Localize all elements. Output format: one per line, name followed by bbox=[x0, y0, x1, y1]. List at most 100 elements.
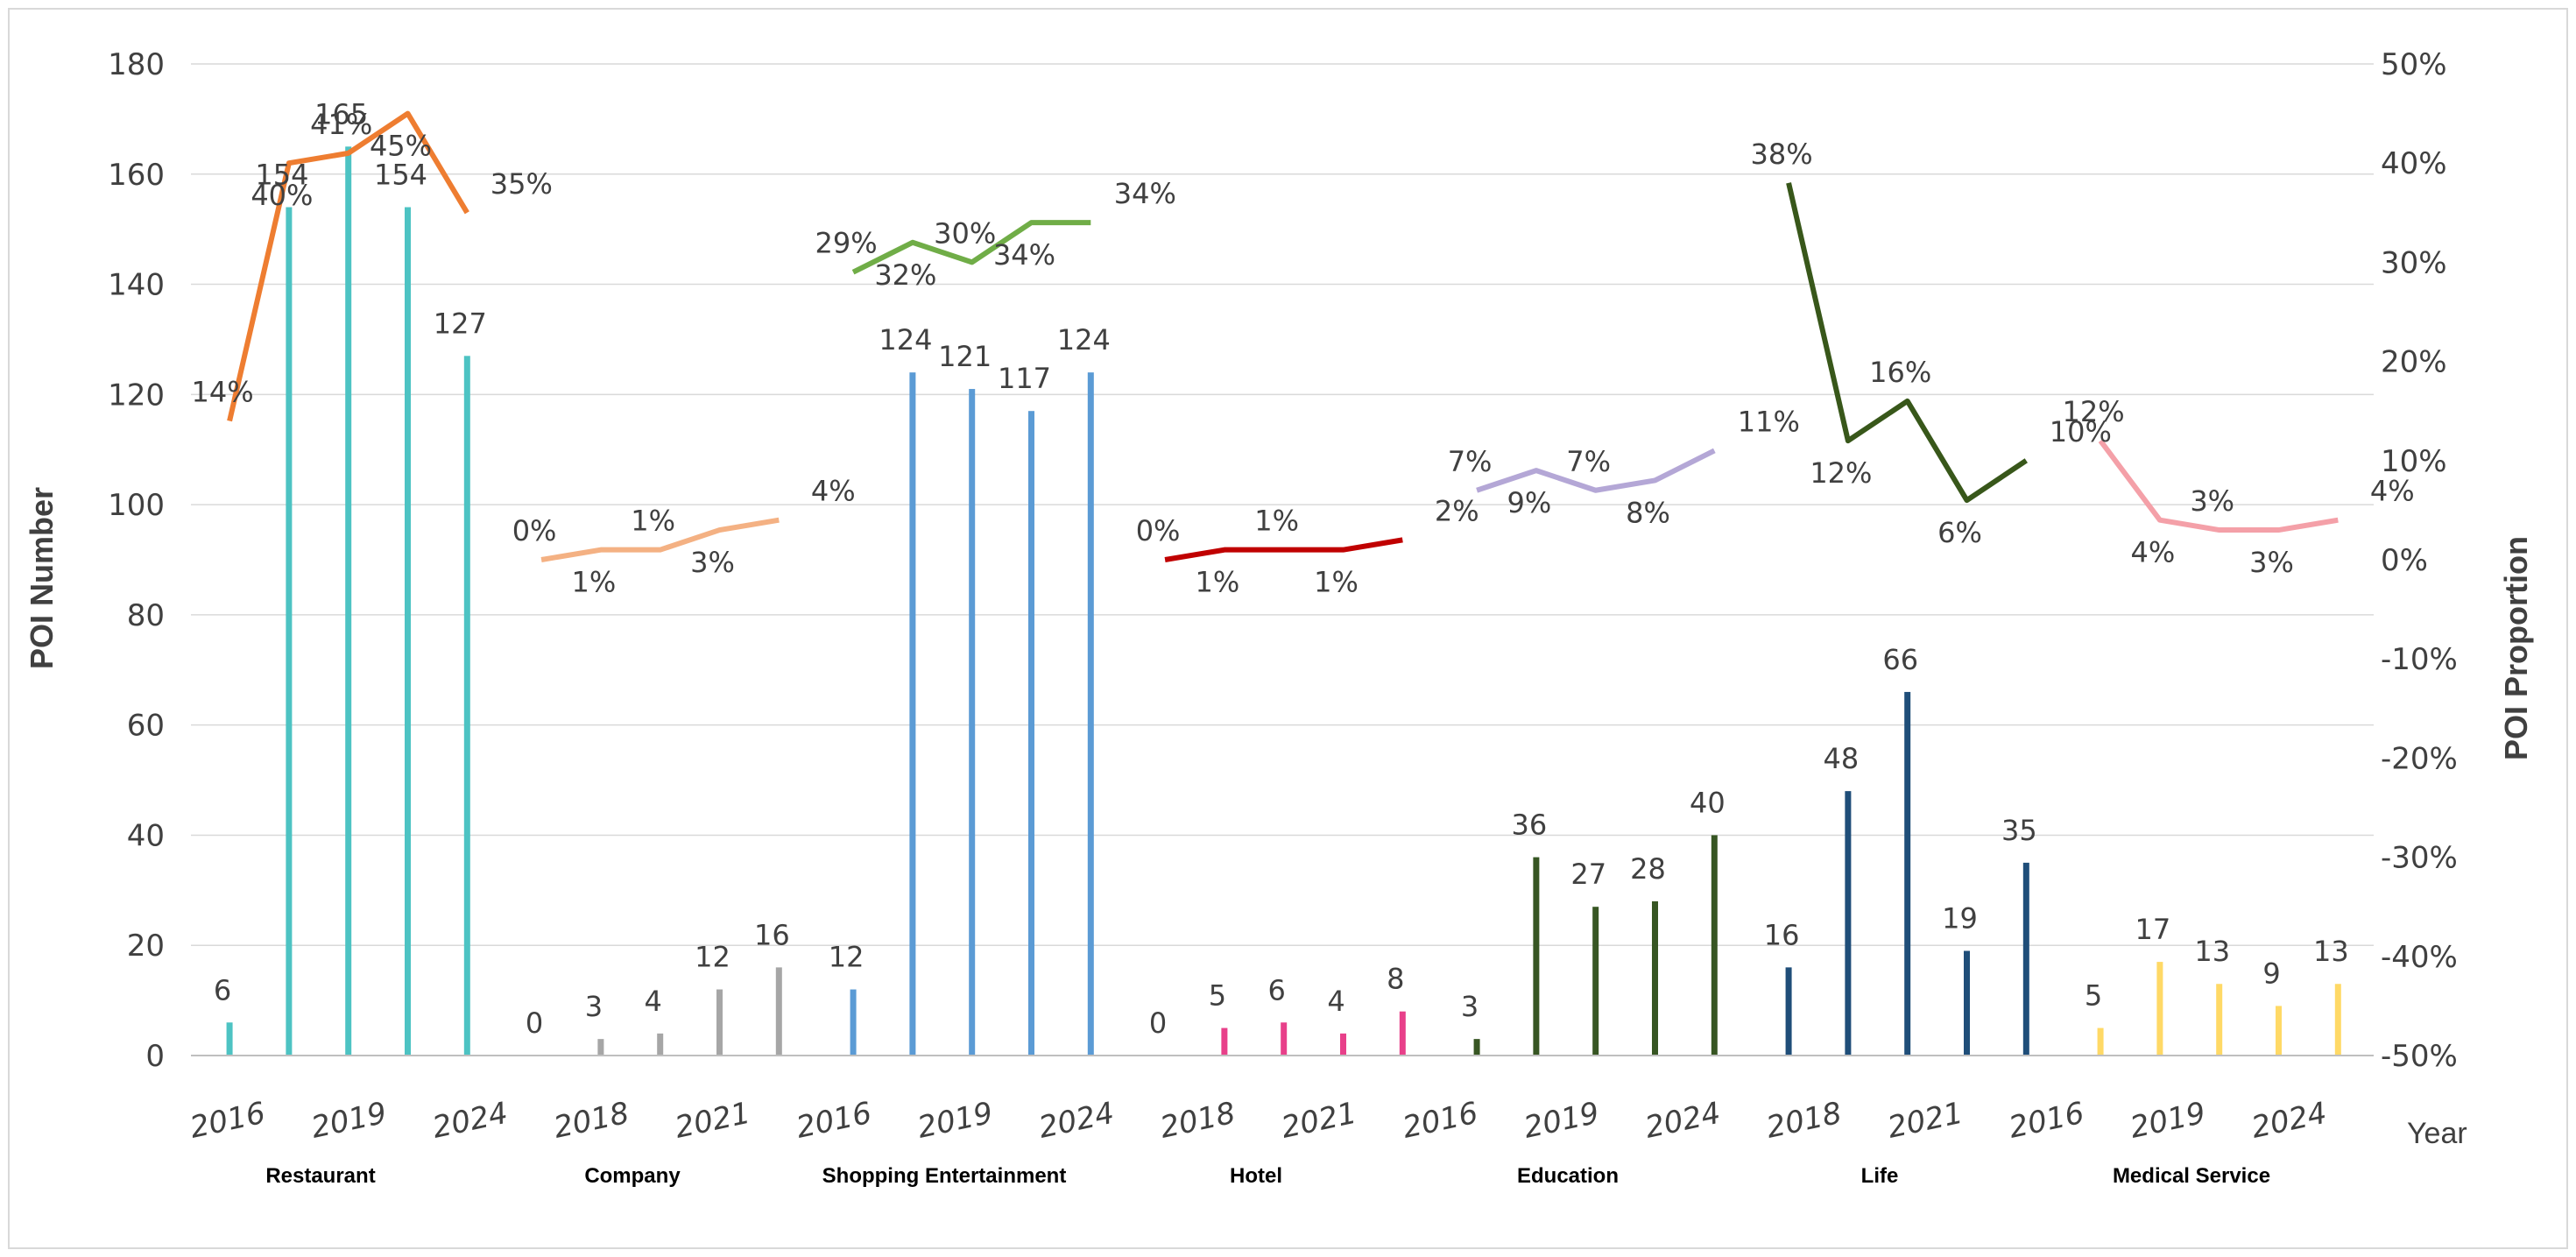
proportion-label: 12% bbox=[1810, 456, 1872, 490]
bar bbox=[597, 1039, 604, 1056]
proportion-label: 1% bbox=[572, 566, 617, 599]
bar bbox=[1964, 950, 1971, 1056]
bar bbox=[1087, 372, 1094, 1056]
bar-value-label: 12 bbox=[695, 941, 730, 974]
proportion-label: 8% bbox=[1626, 496, 1670, 529]
bar-value-label: 154 bbox=[255, 159, 308, 192]
bar bbox=[1533, 857, 1540, 1056]
y2-tick-label: -30% bbox=[2381, 841, 2458, 876]
bar-value-label: 19 bbox=[1942, 902, 1978, 936]
gridlines bbox=[191, 63, 2374, 946]
proportion-line bbox=[1476, 448, 1716, 493]
bar bbox=[1785, 967, 1792, 1056]
bar bbox=[969, 389, 976, 1056]
bar bbox=[1845, 791, 1852, 1056]
bar bbox=[286, 207, 293, 1056]
bar bbox=[1399, 1011, 1406, 1056]
y-tick-label: 0 bbox=[145, 1039, 165, 1074]
bar-value-label: 165 bbox=[314, 97, 368, 131]
y-tick-label: 80 bbox=[127, 598, 165, 633]
y-tick-label: 40 bbox=[127, 818, 165, 853]
bar-value-label: 127 bbox=[434, 307, 487, 340]
bar-value-label: 28 bbox=[1630, 852, 1666, 886]
proportion-label: 29% bbox=[815, 227, 878, 260]
proportion-label: 4% bbox=[811, 475, 856, 508]
proportion-label: 7% bbox=[1566, 445, 1611, 478]
bar bbox=[850, 989, 857, 1056]
proportion-label: 34% bbox=[993, 238, 1055, 272]
y2-axis-title: POI Proportion bbox=[2498, 536, 2534, 760]
y-axis-title: POI Number bbox=[24, 487, 60, 669]
x-axis-title: Year bbox=[2407, 1117, 2467, 1150]
y2-tick-label: 10% bbox=[2381, 444, 2447, 479]
bar bbox=[2334, 984, 2341, 1056]
bar-value-label: 17 bbox=[2135, 913, 2171, 946]
y2-tick-label: 40% bbox=[2381, 146, 2447, 181]
proportion-lines bbox=[227, 110, 2339, 562]
bar bbox=[1281, 1022, 1288, 1056]
category-label: Medical Service bbox=[2113, 1164, 2270, 1188]
bar bbox=[226, 1022, 233, 1056]
bar bbox=[2276, 1006, 2283, 1056]
proportion-label: 6% bbox=[1937, 516, 1982, 549]
bar bbox=[2216, 984, 2223, 1056]
bar-value-label: 0 bbox=[1149, 1006, 1167, 1040]
category-label: Life bbox=[1861, 1164, 1899, 1188]
bar-value-label: 13 bbox=[2313, 935, 2349, 968]
proportion-label: 16% bbox=[1869, 356, 1931, 389]
bar bbox=[405, 207, 412, 1056]
proportion-label: 3% bbox=[2190, 484, 2234, 518]
proportion-line bbox=[1786, 182, 2028, 504]
bar bbox=[1711, 835, 1718, 1056]
proportion-label: 2% bbox=[1435, 494, 1479, 527]
bar-value-label: 8 bbox=[1387, 963, 1404, 996]
proportion-line bbox=[540, 517, 780, 562]
proportion-label: 35% bbox=[490, 167, 553, 201]
bar-value-label: 66 bbox=[1882, 643, 1918, 676]
proportion-line bbox=[227, 110, 469, 422]
bar-value-label: 124 bbox=[879, 323, 932, 357]
bar bbox=[657, 1033, 664, 1056]
proportion-label: 30% bbox=[934, 216, 996, 250]
bar-value-label: 124 bbox=[1057, 323, 1111, 357]
proportion-label: 1% bbox=[1314, 566, 1359, 599]
bar bbox=[716, 989, 723, 1056]
bar-value-label: 3 bbox=[1461, 990, 1479, 1023]
proportion-label: 10% bbox=[2050, 415, 2112, 448]
category-label: Restaurant bbox=[265, 1164, 375, 1188]
proportion-line bbox=[1164, 537, 1403, 562]
bar bbox=[1904, 691, 1911, 1056]
proportion-label: 3% bbox=[2249, 546, 2294, 579]
bar-value-label: 27 bbox=[1570, 858, 1606, 891]
chart-frame bbox=[8, 8, 2568, 1249]
proportion-label: 38% bbox=[1751, 138, 1813, 171]
proportion-label: 12% bbox=[2063, 395, 2125, 428]
y-tick-label: 120 bbox=[108, 378, 165, 413]
bar-value-label: 5 bbox=[1209, 979, 1226, 1013]
y-tick-label: 100 bbox=[108, 488, 165, 523]
y-tick-label: 60 bbox=[127, 709, 165, 744]
proportion-label: 11% bbox=[1738, 405, 1800, 438]
proportion-label: 0% bbox=[512, 514, 557, 547]
bar bbox=[1652, 900, 1659, 1056]
bar-value-label: 16 bbox=[1764, 918, 1800, 951]
bars bbox=[226, 146, 2341, 1056]
bar-value-label: 16 bbox=[754, 918, 790, 951]
bar-value-label: 6 bbox=[1268, 973, 1286, 1006]
bar-value-label: 121 bbox=[938, 340, 992, 373]
proportion-line bbox=[851, 220, 1091, 275]
proportion-label: 3% bbox=[690, 546, 735, 579]
bar-value-label: 117 bbox=[998, 362, 1051, 395]
proportion-line bbox=[2098, 439, 2339, 533]
y-tick-label: 140 bbox=[108, 268, 165, 303]
y2-tick-label: -50% bbox=[2381, 1039, 2458, 1074]
proportion-label: 1% bbox=[631, 505, 675, 538]
bar-value-label: 40 bbox=[1690, 786, 1726, 819]
bar-value-label: 4 bbox=[1327, 985, 1344, 1018]
bar-value-label: 48 bbox=[1824, 742, 1860, 775]
bar-value-label: 9 bbox=[2262, 957, 2280, 990]
bar bbox=[1028, 411, 1035, 1056]
